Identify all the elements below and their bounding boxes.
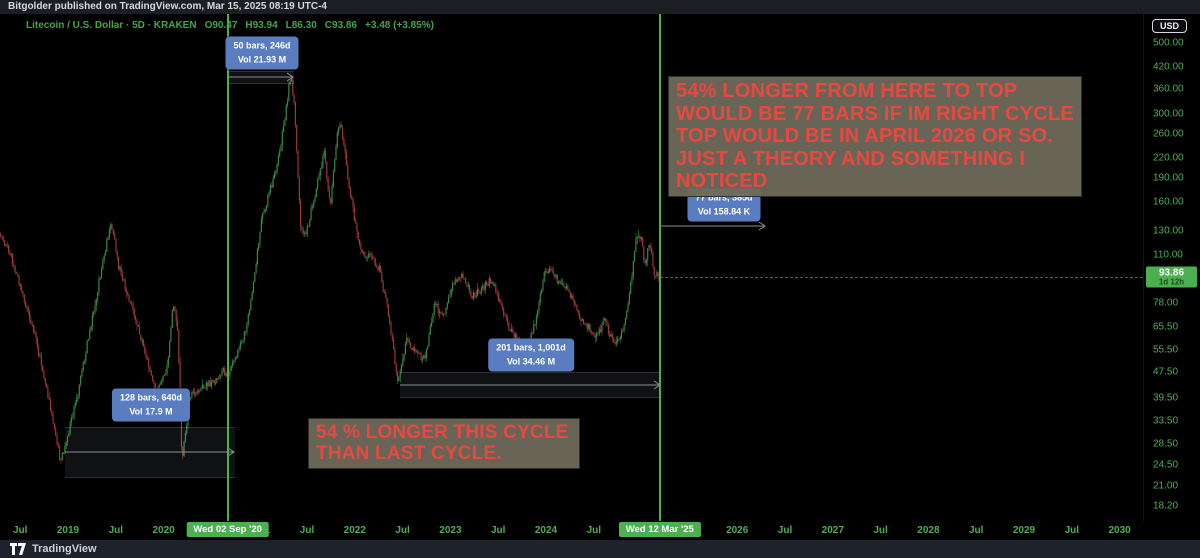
price-tick-label: 65.50 <box>1153 321 1179 333</box>
publish-info-text: Bitgolder published on TradingView.com, … <box>8 1 327 12</box>
time-tick-label: Jul <box>777 525 793 536</box>
price-tick-label: 260.00 <box>1153 128 1184 140</box>
time-tick-label: Jul <box>873 525 888 536</box>
measure-vol-text: Vol 34.46 M <box>506 356 556 366</box>
price-tick-label: 130.00 <box>1153 225 1184 237</box>
brand-name[interactable]: TradingView <box>32 543 97 555</box>
price-tick-label: 39.50 <box>1153 392 1179 404</box>
symbol-title[interactable]: Litecoin / U.S. Dollar · 5D · KRAKEN <box>26 20 197 31</box>
time-tick-label: Jul <box>1064 525 1080 536</box>
measure-arrows-layer <box>65 72 766 457</box>
measure-label-128-bars[interactable]: 128 bars, 640d Vol 17.9 M <box>111 388 191 422</box>
ohlc-change: +3.48 (+3.85%) <box>365 20 434 31</box>
measure-band[interactable] <box>65 427 235 478</box>
time-axis[interactable]: Wed 02 Sep '20 Wed 12 Mar '25 Jul 2019 Jul… <box>0 521 1143 540</box>
vertical-date-line[interactable] <box>658 14 661 521</box>
time-tick-label: Jul <box>108 525 124 536</box>
time-tick-label: 2030 <box>1108 525 1131 536</box>
measure-label-50-bars[interactable]: 50 bars, 246d Vol 21.93 M <box>225 36 299 70</box>
time-tick-label: 2019 <box>56 525 80 536</box>
time-tick-label: 2024 <box>534 525 558 536</box>
annotation-cycle-length[interactable]: 54 % LONGER THIS CYCLE THAN LAST CYCLE. <box>308 418 580 469</box>
price-tick-label: 300.00 <box>1153 108 1184 120</box>
time-tick-label: 2022 <box>343 525 366 536</box>
price-tick-label: 24.50 <box>1153 459 1179 471</box>
date-badge-cycle-end[interactable]: Wed 12 Mar '25 <box>618 522 701 537</box>
vertical-date-line[interactable] <box>226 14 229 521</box>
date-badge-cycle-start[interactable]: Wed 02 Sep '20 <box>186 522 269 537</box>
measure-vol-text: Vol 158.84 K <box>697 206 751 216</box>
time-tick-label: Jul <box>12 525 28 536</box>
time-tick-label: Jul <box>299 525 315 536</box>
time-tick-label: Jul <box>968 525 984 536</box>
tradingview-logo-icon[interactable] <box>10 543 26 555</box>
current-price-value: 93.86 <box>1158 267 1185 279</box>
symbol-legend[interactable]: Litecoin / U.S. Dollar · 5D · KRAKEN O90.… <box>26 20 442 31</box>
time-tick-label: 2027 <box>821 525 844 536</box>
price-axis[interactable]: 93.86 1d 12h 500.00 420.00 360.00 300.00 260… <box>1143 14 1200 521</box>
price-tick-label: 360.00 <box>1153 83 1184 95</box>
ohlc-high: H93.94 <box>245 20 278 31</box>
time-tick-label: 2023 <box>439 525 462 536</box>
measure-vol-text: Vol 21.93 M <box>237 54 287 64</box>
current-price-badge: 93.86 1d 12h <box>1146 266 1197 288</box>
measure-bars-text: 77 bars, 385d <box>695 192 753 203</box>
ohlc-open: O90.47 <box>204 20 238 31</box>
measure-band[interactable] <box>228 71 294 84</box>
price-tick-label: 110.00 <box>1153 249 1183 261</box>
price-tick-label: 78.00 <box>1153 297 1179 309</box>
time-tick-label: 2026 <box>726 525 749 536</box>
publish-info-bar: Bitgolder published on TradingView.com, … <box>0 0 1200 14</box>
time-tick-label: Jul <box>586 525 602 536</box>
measure-bars-text: 50 bars, 246d <box>233 40 291 51</box>
measure-vol-text: Vol 17.9 M <box>129 406 173 416</box>
current-price-line <box>659 276 1143 278</box>
chart-plot-area[interactable]: Litecoin / U.S. Dollar · 5D · KRAKEN O90.… <box>0 14 1143 521</box>
price-tick-label: 500.00 <box>1153 37 1184 49</box>
price-tick-label: 190.00 <box>1153 172 1184 184</box>
price-tick-label: 21.00 <box>1153 480 1179 492</box>
ohlc-close: C93.86 <box>324 20 358 31</box>
currency-toggle-button[interactable]: USD <box>1151 19 1187 33</box>
time-tick-label: 2020 <box>152 525 175 536</box>
price-tick-label: 55.50 <box>1153 344 1179 356</box>
measure-bars-text: 201 bars, 1,001d <box>496 342 566 353</box>
price-tick-label: 18.20 <box>1153 500 1179 512</box>
measure-band[interactable] <box>400 372 661 398</box>
price-tick-label: 220.00 <box>1153 152 1184 164</box>
measure-label-201-bars[interactable]: 201 bars, 1,001d Vol 34.46 M <box>488 338 574 372</box>
price-tick-label: 160.00 <box>1153 196 1184 208</box>
bar-countdown: 1d 12h <box>1158 277 1185 287</box>
time-tick-label: 2029 <box>1012 525 1036 536</box>
time-tick-label: Jul <box>490 525 506 536</box>
annotation-cycle-top-theory[interactable]: 54% LONGER FROM HERE TO TOP WOULD BE 77 … <box>668 76 1082 197</box>
price-tick-label: 33.50 <box>1153 415 1179 427</box>
ohlc-low: L86.30 <box>285 20 317 31</box>
price-tick-label: 47.50 <box>1153 366 1179 378</box>
price-tick-label: 28.50 <box>1153 438 1179 450</box>
time-tick-label: Jul <box>395 525 410 536</box>
footer-bar: TradingView <box>0 540 1200 558</box>
measure-bars-text: 128 bars, 640d <box>119 392 183 403</box>
price-tick-label: 420.00 <box>1153 61 1184 73</box>
time-tick-label: 2028 <box>917 525 940 536</box>
